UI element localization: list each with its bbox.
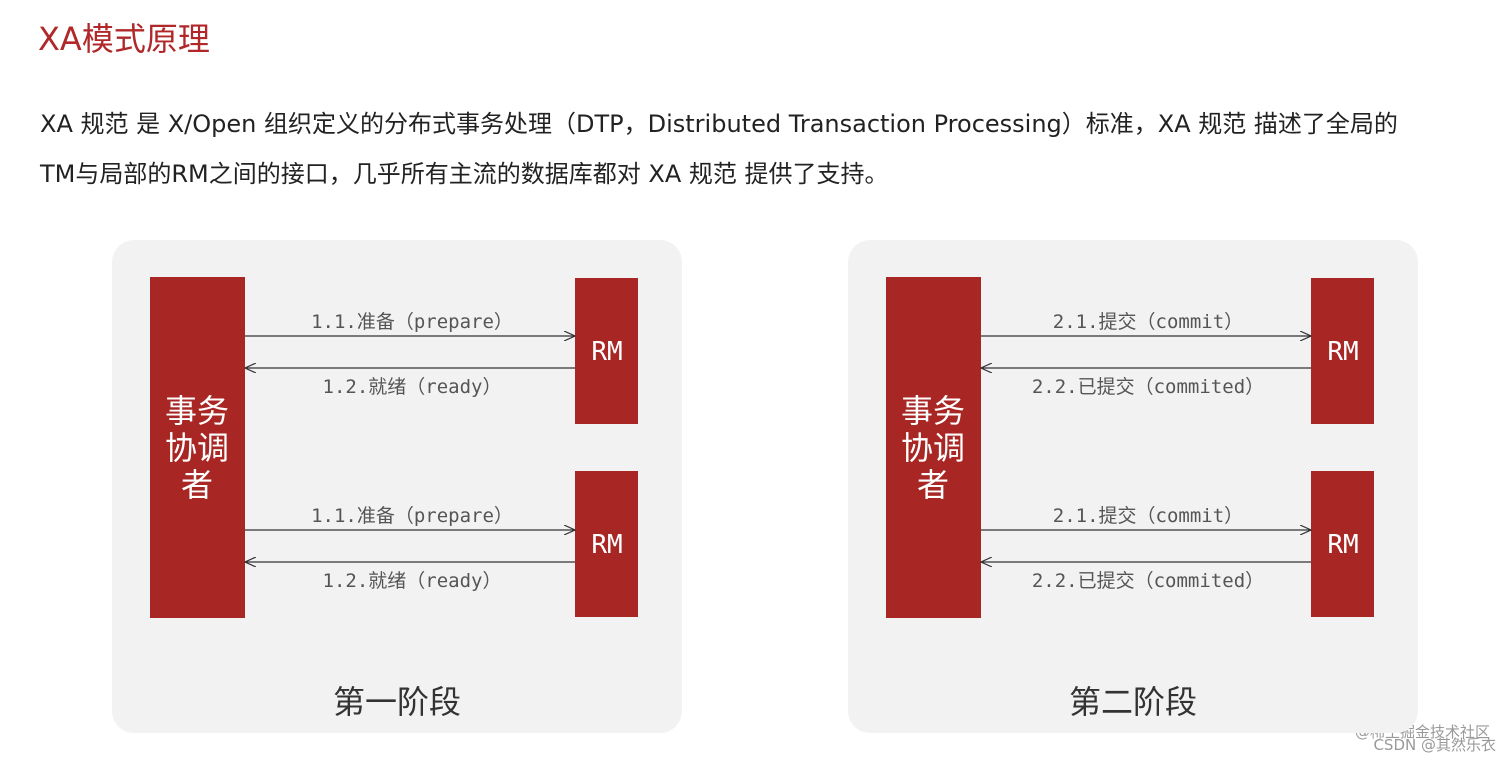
response-label: 2.2.已提交（commited）	[1032, 376, 1264, 398]
request-label: 2.1.提交（commit）	[1053, 311, 1243, 333]
coordinator-box	[150, 277, 245, 618]
rm-box	[575, 471, 638, 617]
rm-box	[575, 278, 638, 424]
rm-label: RM	[591, 337, 622, 367]
request-label: 2.1.提交（commit）	[1053, 505, 1243, 527]
phase-label: 第二阶段	[1069, 683, 1197, 721]
watermark: CSDN @其然乐衣	[1373, 736, 1496, 754]
request-label: 1.1.准备（prepare）	[311, 311, 513, 333]
rm-label: RM	[1327, 530, 1358, 560]
response-label: 1.2.就绪（ready）	[323, 376, 502, 398]
rm-label: RM	[1327, 337, 1358, 367]
coordinator-label: 者	[917, 466, 949, 504]
coordinator-label: 事务	[165, 392, 229, 430]
paragraph-line: TM与局部的RM之间的接口，几乎所有主流的数据库都对 XA 规范 提供了支持。	[39, 160, 889, 188]
phase-label: 第一阶段	[333, 683, 461, 721]
rm-box	[1311, 278, 1374, 424]
response-label: 2.2.已提交（commited）	[1032, 570, 1264, 592]
coordinator-label: 协调	[165, 429, 229, 467]
paragraph-line: XA 规范 是 X/Open 组织定义的分布式事务处理（DTP，Distribu…	[40, 110, 1398, 138]
response-label: 1.2.就绪（ready）	[323, 570, 502, 592]
rm-box	[1311, 471, 1374, 617]
rm-label: RM	[591, 530, 622, 560]
coordinator-label: 协调	[901, 429, 965, 467]
title: XA模式原理	[38, 20, 210, 58]
request-label: 1.1.准备（prepare）	[311, 505, 513, 527]
coordinator-label: 者	[181, 466, 213, 504]
coordinator-box	[886, 277, 981, 618]
coordinator-label: 事务	[901, 392, 965, 430]
